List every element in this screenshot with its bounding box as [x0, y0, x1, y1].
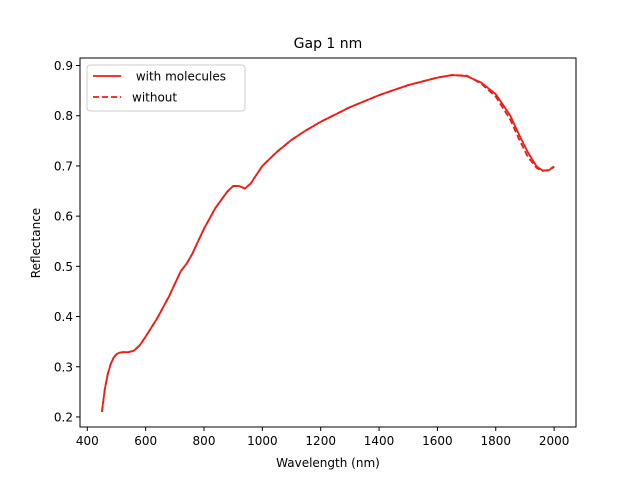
y-axis: 0.2 0.3 0.4 0.5 0.6 0.7 0.8 0.9 [54, 59, 80, 424]
x-tick-label: 800 [193, 434, 216, 448]
legend-label-with-molecules: with molecules [132, 70, 226, 84]
y-tick-label: 0.7 [54, 159, 73, 173]
x-tick-label: 1400 [364, 434, 395, 448]
y-axis-label: Reflectance [29, 208, 43, 278]
x-tick-label: 1000 [247, 434, 278, 448]
y-tick-label: 0.3 [54, 360, 73, 374]
series-line-without [100, 74, 555, 413]
y-tick-label: 0.5 [54, 260, 73, 274]
series-layer [100, 74, 555, 413]
y-tick-label: 0.2 [54, 410, 73, 424]
x-tick-label: 400 [76, 434, 99, 448]
x-tick-label: 1800 [480, 434, 511, 448]
plot-frame [79, 57, 577, 428]
y-tick-label: 0.9 [54, 59, 73, 73]
y-tick-label: 0.6 [54, 210, 73, 224]
y-tick-label: 0.4 [54, 310, 73, 324]
x-axis-label: Wavelength (nm) [276, 456, 380, 470]
x-tick-label: 600 [134, 434, 157, 448]
x-tick-label: 1200 [305, 434, 336, 448]
x-tick-label: 2000 [539, 434, 570, 448]
x-axis: 400 600 800 1000 1200 1400 1600 1800 2000 [76, 427, 570, 448]
legend-label-without: without [132, 91, 177, 105]
y-tick-label: 0.8 [54, 109, 73, 123]
legend-box [86, 64, 246, 112]
x-tick-label: 1600 [422, 434, 453, 448]
legend: with molecules without [86, 64, 246, 112]
chart-title: Gap 1 nm [294, 36, 363, 52]
